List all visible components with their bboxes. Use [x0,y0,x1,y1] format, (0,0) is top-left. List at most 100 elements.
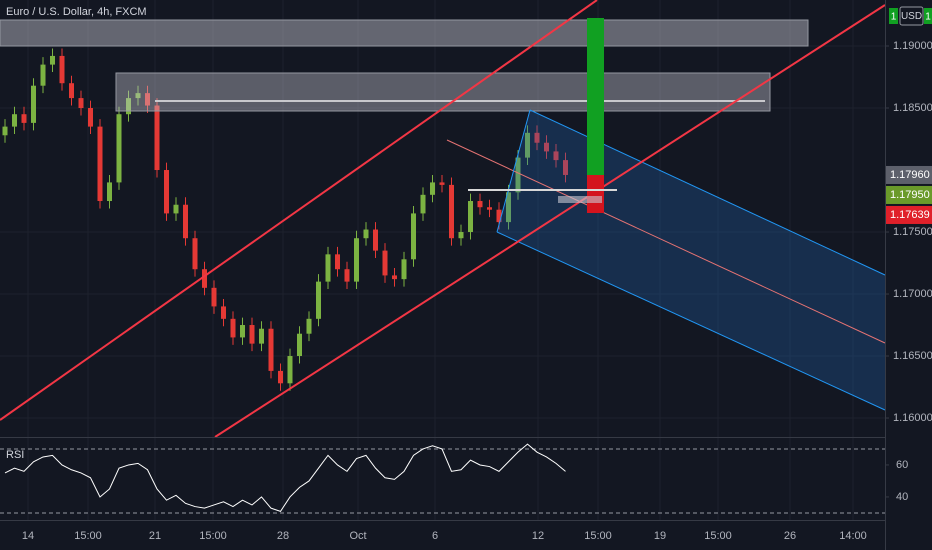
candle-body [40,64,46,86]
candle-body [534,132,540,143]
price-tag-label: 1.17960 [890,169,930,181]
channel-line [214,4,886,438]
candle-body [230,318,236,338]
candle-body [363,229,369,239]
x-tick-label: 6 [432,530,438,542]
x-tick-label: 15:00 [199,530,227,542]
candle-layer [2,48,568,391]
x-tick-label: 26 [784,530,796,542]
x-tick-label: 15:00 [74,530,102,542]
candle-body [107,182,112,202]
flag-label: 1 [891,12,897,23]
channel-line [0,0,598,421]
candle-body [430,182,435,195]
x-tick-label: 28 [277,530,289,542]
y-tick-label: 1.17500 [893,226,932,238]
candle-body [373,229,378,251]
x-tick-label: Oct [349,530,366,542]
flag-tag [889,8,898,24]
candle-body [420,194,426,214]
candle-body [525,132,530,158]
candle-body [487,207,492,210]
marker-box [558,196,602,203]
candle-body [2,126,8,136]
rsi-tick-label: 60 [896,459,908,471]
zone-box [115,72,771,112]
flag-tag [924,8,932,24]
x-tick-label: 14:00 [839,530,867,542]
candle-body [173,204,179,214]
candle-body [31,85,36,123]
candle-body [411,213,416,260]
x-tick-label: 21 [149,530,161,542]
target-zone [587,18,604,175]
candle-body [544,142,549,152]
candle-body [515,157,521,193]
price-tag-label: 1.17950 [890,189,930,201]
candle-body [249,325,255,344]
candle-body [183,204,188,239]
rsi-label: RSI [6,449,24,461]
candle-body [278,370,283,384]
candle-body [12,114,17,127]
candle-body [97,126,103,202]
x-tick-label: 19 [654,530,666,542]
candle-body [306,318,312,334]
candle-body [154,105,160,171]
candle-body [116,114,122,183]
flag-label: 1 [925,12,931,23]
x-tick-label: 15:00 [704,530,732,542]
candle-body [563,160,568,175]
y-tick-label: 1.17000 [893,288,932,300]
y-tick-label: 1.16500 [893,350,932,362]
drawings [0,0,886,438]
candle-body [59,55,65,84]
candle-body [506,192,511,223]
candle-body [316,281,321,319]
price-tag [886,185,932,204]
candle-body [287,356,293,384]
price-axis: 1.19000 1.18500 1.17500 1.17000 1.16500 1.160… [22,40,932,542]
candle-body [135,93,141,99]
candle-body [126,98,131,115]
stop-zone [587,175,604,213]
candle-body [192,238,198,270]
candle-body [221,306,226,319]
x-tick-label: 14 [22,530,34,542]
x-tick-label: 12 [532,530,544,542]
candle-body [21,114,27,123]
currency-button[interactable] [899,6,924,26]
candle-body [458,232,464,239]
candle-body [401,259,407,280]
candle-body [325,254,331,282]
candle-body [344,269,350,282]
pitchfork-median [446,139,886,344]
zone-box [0,19,809,47]
grid-layer [0,0,885,520]
x-tick-label: 15:00 [584,530,612,542]
pitchfork-line [496,231,886,411]
price-tag [886,165,932,184]
candle-body [496,209,502,223]
candle-body [164,170,169,214]
candle-body [145,93,150,106]
candle-body [449,184,454,239]
candle-body [50,55,55,65]
price-tag [886,205,932,224]
candle-body [468,201,473,233]
candle-body [382,250,388,276]
candle-body [202,269,207,288]
candle-body [392,275,397,280]
candle-body [297,333,302,357]
candle-body [88,108,93,127]
candle-body [439,182,445,185]
rsi-tick-label: 40 [896,491,908,503]
pitchfork-handle [496,109,531,233]
candle-body [78,98,84,109]
y-tick-label: 1.19000 [893,40,932,52]
candle-body [259,328,264,344]
currency-label[interactable]: USD [901,11,922,22]
candle-body [69,83,74,99]
